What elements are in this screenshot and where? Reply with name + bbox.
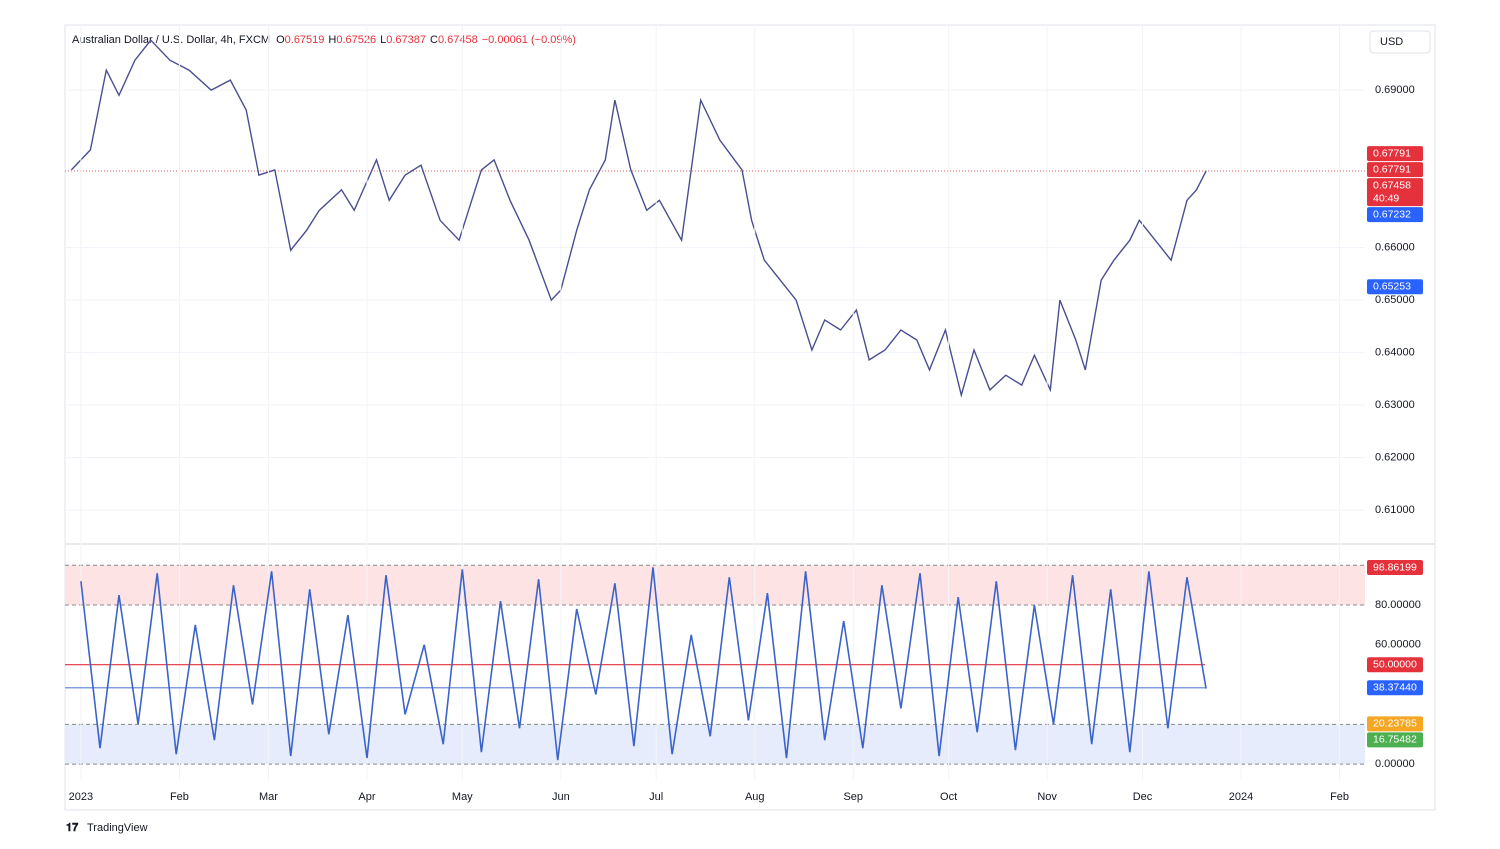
price-badge-label: 98.86199	[1373, 561, 1417, 573]
x-tick-label: Oct	[940, 791, 957, 803]
x-tick-label: Mar	[259, 791, 278, 803]
ohlc-value: 0.67519	[285, 34, 325, 46]
price-badge	[1367, 680, 1423, 696]
ohlc-key: O	[276, 34, 285, 46]
x-tick-label: Apr	[358, 791, 375, 803]
change: −0.00061 (−0.09%)	[482, 34, 576, 46]
ohlc-key: L	[380, 34, 386, 46]
x-tick-label: Nov	[1037, 791, 1057, 803]
currency-label[interactable]: USD	[1380, 36, 1403, 48]
price-badge-label: 16.75482	[1373, 734, 1417, 746]
price-badge	[1367, 560, 1423, 576]
chart-frame	[64, 24, 1436, 811]
price-badge	[1367, 279, 1423, 295]
brand-name: TradingView	[87, 822, 148, 834]
symbol-legend: Australian Dollar / U.S. Dollar, 4h, FXC…	[72, 34, 576, 46]
y-tick-label: 0.66000	[1375, 241, 1415, 253]
price-badge	[1367, 716, 1423, 732]
price-badge-label: 20.23785	[1373, 718, 1417, 730]
x-tick-label: 2023	[69, 791, 93, 803]
y-tick-label: 0.63000	[1375, 399, 1415, 411]
price-badge-label: 0.67791	[1373, 147, 1411, 159]
price-badge-label: 0.65253	[1373, 281, 1411, 293]
y-tick-label: 0.61000	[1375, 504, 1415, 516]
oscillator-line	[80, 567, 1207, 761]
price-badge	[1367, 162, 1423, 178]
y-tick-label: 0.62000	[1375, 451, 1415, 463]
currency-button[interactable]	[1369, 30, 1431, 54]
x-tick-label: Dec	[1133, 791, 1153, 803]
x-tick-label: Aug	[745, 791, 765, 803]
price-badge-label: 0.67458	[1373, 179, 1411, 191]
y-tick-label: 60.00000	[1375, 639, 1421, 651]
y-tick-label: 0.69000	[1375, 84, 1415, 96]
x-tick-label: Jun	[552, 791, 570, 803]
symbol: Australian Dollar / U.S. Dollar, 4h, FXC…	[72, 34, 270, 46]
price-badge-label: 38.37440	[1373, 682, 1417, 694]
brand-logo: 𝟏𝟕	[66, 822, 79, 834]
x-tick-label: 2024	[1229, 791, 1253, 803]
zone	[65, 565, 1365, 606]
countdown: 40:49	[1373, 192, 1399, 204]
x-tick-label: Jul	[649, 791, 663, 803]
x-tick-label: May	[452, 791, 473, 803]
y-tick-label: 80.00000	[1375, 599, 1421, 611]
price-badge-label: 50.00000	[1373, 658, 1417, 670]
price-badge	[1367, 207, 1423, 223]
ohlc-key: C	[430, 34, 438, 46]
price-badge-label: 0.67232	[1373, 208, 1411, 220]
zone	[65, 724, 1365, 765]
ohlc-key: H	[328, 34, 336, 46]
price-badge	[1367, 657, 1423, 673]
ohlc-value: 0.67458	[438, 34, 478, 46]
ohlc-value: 0.67387	[386, 34, 426, 46]
x-tick-label: Feb	[1330, 791, 1349, 803]
y-tick-label: 0.00000	[1375, 758, 1415, 770]
y-tick-label: 0.65000	[1375, 294, 1415, 306]
price-badge	[1367, 178, 1423, 207]
y-tick-label: 0.64000	[1375, 346, 1415, 358]
x-tick-label: Sep	[843, 791, 863, 803]
x-tick-label: Feb	[170, 791, 189, 803]
price-badge-label: 0.67791	[1373, 163, 1411, 175]
price-badge	[1367, 732, 1423, 748]
price-line	[70, 39, 1207, 398]
price-badge	[1367, 146, 1423, 162]
ohlc-value: 0.67526	[336, 34, 376, 46]
